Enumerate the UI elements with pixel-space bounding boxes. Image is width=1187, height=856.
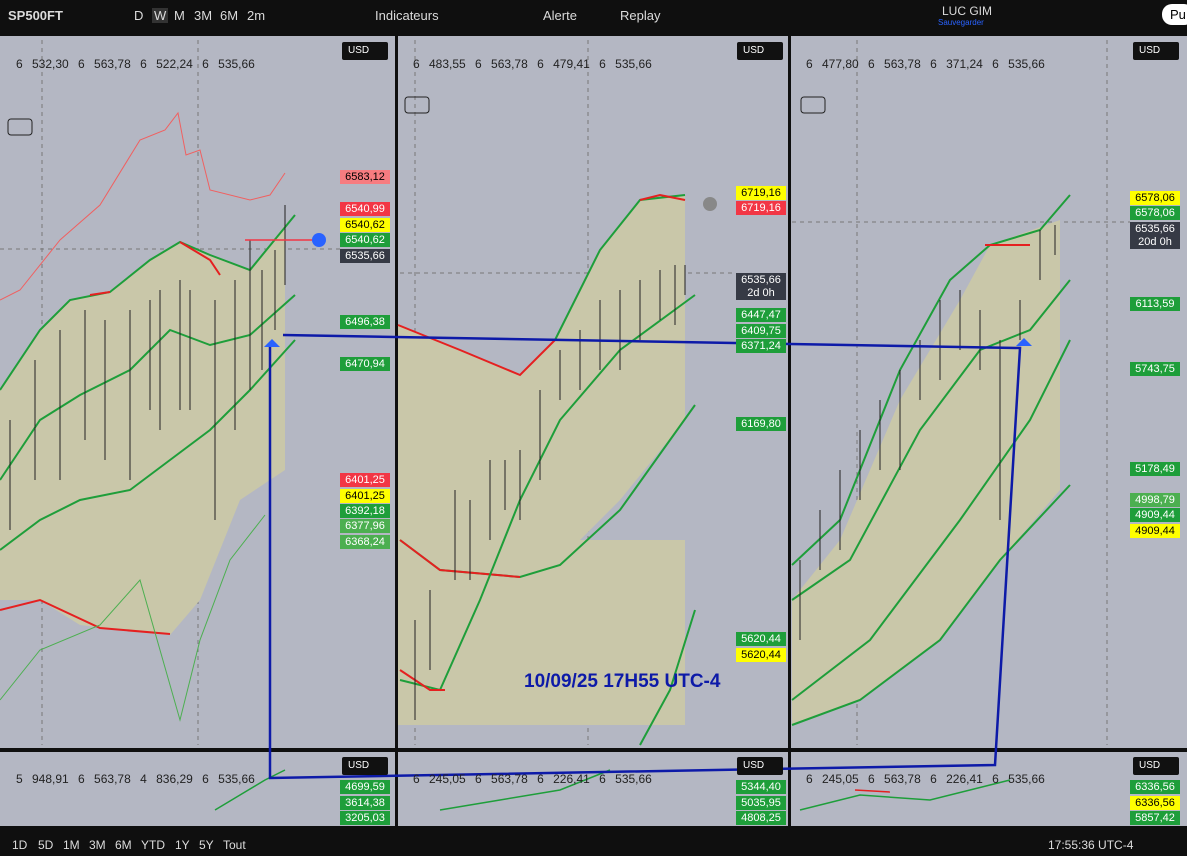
currency-select[interactable]: USD: [1133, 757, 1179, 775]
clock: 17:55:36 UTC-4: [1048, 838, 1134, 852]
interval-button[interactable]: W: [152, 8, 169, 23]
price-label: 6719,16: [736, 186, 786, 200]
price-label: 6540,62: [340, 233, 390, 247]
currency-select[interactable]: USD: [342, 757, 388, 775]
ohlc-values: 6 245,05 6 563,78 6 226,41 6 535,66: [806, 772, 1045, 786]
price-label: 6392,18: [340, 504, 390, 518]
price-label: 6535,66: [736, 273, 786, 287]
price-label: 5620,44: [736, 632, 786, 646]
publish-button[interactable]: Pu: [1162, 4, 1187, 25]
range-button[interactable]: Tout: [223, 838, 246, 852]
price-label: 6578,06: [1130, 206, 1180, 220]
price-label: 6336,56: [1130, 795, 1180, 810]
price-label: 6409,75: [736, 324, 786, 338]
price-label: 5857,42: [1130, 811, 1180, 825]
price-label: 3614,38: [340, 795, 390, 810]
currency-select[interactable]: USD: [1133, 42, 1179, 60]
interval-button[interactable]: M: [174, 8, 185, 23]
annotation: 10/09/25 17H55 UTC-4: [524, 671, 721, 692]
ohlc-values: 6 483,55 6 563,78 6 479,41 6 535,66: [413, 57, 652, 71]
price-label: 5743,75: [1130, 362, 1180, 376]
save-label[interactable]: Sauvegarder: [938, 18, 984, 27]
replay-button[interactable]: Replay: [620, 8, 661, 23]
interval-button[interactable]: 2m: [247, 8, 266, 23]
price-label: 5035,95: [736, 795, 786, 810]
indicators-button[interactable]: Indicateurs: [375, 8, 439, 23]
price-label: 4699,59: [340, 780, 390, 794]
range-button[interactable]: 1D: [12, 838, 28, 852]
price-label: 4808,25: [736, 811, 786, 825]
range-button[interactable]: 5Y: [199, 838, 214, 852]
price-label: 6535,66: [340, 249, 390, 263]
price-label: 20d 0h: [1130, 235, 1180, 249]
price-label: 6496,38: [340, 315, 390, 329]
currency-select[interactable]: USD: [342, 42, 388, 60]
price-label: 6371,24: [736, 339, 786, 353]
footer: 17:55:36 UTC-4 1D 5D 1M 3M 6M YTD 1Y 5Y Tout: [0, 830, 1187, 856]
interval-button[interactable]: 3M: [194, 8, 213, 23]
user-name[interactable]: LUC GIM: [942, 4, 993, 18]
price-label: 6113,59: [1130, 297, 1180, 311]
price-label: 6447,47: [736, 308, 786, 322]
price-label: 6169,80: [736, 417, 786, 431]
price-label: 6535,66: [1130, 222, 1180, 236]
price-label: 5344,40: [736, 780, 786, 794]
price-label: 6401,25: [340, 473, 390, 487]
price-label: 6583,12: [340, 170, 390, 184]
symbol[interactable]: SP500FT: [8, 8, 63, 23]
range-button[interactable]: YTD: [141, 838, 165, 852]
price-label: 4909,44: [1130, 508, 1180, 522]
price-label: 2d 0h: [736, 286, 786, 300]
price-label: 3205,03: [340, 811, 390, 825]
price-label: 6540,99: [340, 202, 390, 216]
ohlc-values: 6 532,30 6 563,78 6 522,24 6 535,66: [16, 57, 255, 71]
price-label: 5178,49: [1130, 462, 1180, 476]
price-label: 6401,25: [340, 489, 390, 503]
price-label: 6578,06: [1130, 191, 1180, 205]
ohlc-values: 6 245,05 6 563,78 6 226,41 6 535,66: [413, 772, 652, 786]
interval-button[interactable]: D: [134, 8, 144, 23]
range-button[interactable]: 6M: [115, 838, 132, 852]
ohlc-values: 5 948,91 6 563,78 4 836,29 6 535,66: [16, 772, 255, 786]
price-label: 4998,79: [1130, 493, 1180, 507]
toolbar: SP500FT D W M 3M 6M 2m Indicateurs Alerte Rep…: [0, 0, 1187, 31]
price-label: 6377,96: [340, 519, 390, 533]
price-label: 6540,62: [340, 218, 390, 232]
price-label: 6336,56: [1130, 780, 1180, 794]
ohlc-values: 6 477,80 6 563,78 6 371,24 6 535,66: [806, 57, 1045, 71]
currency-select[interactable]: USD: [737, 757, 783, 775]
currency-select[interactable]: USD: [737, 42, 783, 60]
interval-button[interactable]: 6M: [220, 8, 239, 23]
alert-button[interactable]: Alerte: [543, 8, 577, 23]
range-button[interactable]: 5D: [38, 838, 54, 852]
range-button[interactable]: 3M: [89, 838, 106, 852]
price-label: 6368,24: [340, 535, 390, 549]
price-label: 5620,44: [736, 648, 786, 662]
range-button[interactable]: 1Y: [175, 838, 190, 852]
price-label: 6719,16: [736, 201, 786, 215]
range-button[interactable]: 1M: [63, 838, 80, 852]
price-label: 4909,44: [1130, 524, 1180, 538]
price-label: 6470,94: [340, 357, 390, 371]
